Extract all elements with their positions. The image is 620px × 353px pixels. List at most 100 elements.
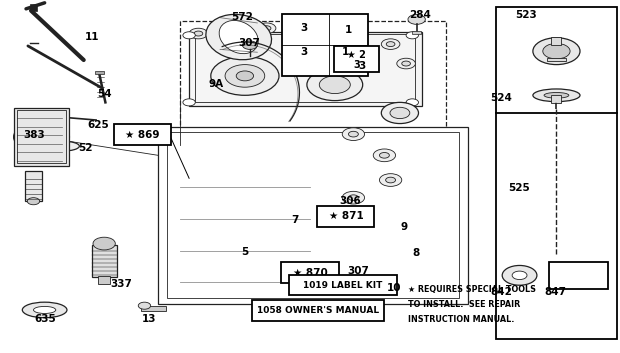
Ellipse shape bbox=[55, 144, 69, 148]
Circle shape bbox=[24, 127, 59, 147]
Text: 11: 11 bbox=[84, 32, 99, 42]
Bar bbox=[17, 110, 66, 163]
Text: 10: 10 bbox=[387, 283, 402, 293]
Circle shape bbox=[408, 14, 425, 24]
Circle shape bbox=[326, 30, 344, 41]
Circle shape bbox=[342, 128, 365, 140]
Text: 625: 625 bbox=[87, 120, 109, 130]
Circle shape bbox=[189, 28, 208, 39]
Text: 847: 847 bbox=[544, 287, 567, 297]
Bar bbox=[189, 32, 422, 106]
Bar bbox=[25, 171, 42, 201]
Circle shape bbox=[373, 149, 396, 162]
Bar bbox=[195, 34, 415, 102]
Circle shape bbox=[242, 41, 257, 49]
Circle shape bbox=[386, 177, 396, 183]
Text: ★ 871: ★ 871 bbox=[329, 211, 363, 221]
Bar bbox=[180, 21, 446, 145]
Text: 3: 3 bbox=[300, 47, 308, 57]
Circle shape bbox=[342, 191, 365, 204]
Bar bbox=[92, 245, 117, 277]
Text: 307: 307 bbox=[238, 38, 260, 48]
Circle shape bbox=[502, 265, 537, 285]
Ellipse shape bbox=[33, 306, 56, 313]
Text: 383: 383 bbox=[23, 130, 45, 140]
Bar bbox=[552, 37, 562, 45]
Circle shape bbox=[381, 102, 419, 124]
Ellipse shape bbox=[533, 89, 580, 102]
Text: 1: 1 bbox=[344, 25, 352, 35]
Circle shape bbox=[406, 32, 419, 39]
Text: 13: 13 bbox=[141, 315, 156, 324]
Text: 306: 306 bbox=[339, 196, 361, 206]
Circle shape bbox=[543, 43, 570, 59]
Text: 572: 572 bbox=[231, 12, 253, 22]
Text: 9: 9 bbox=[400, 222, 407, 232]
Bar bbox=[158, 127, 468, 304]
Circle shape bbox=[225, 65, 265, 87]
Circle shape bbox=[402, 61, 410, 66]
Circle shape bbox=[390, 107, 410, 119]
Text: 307: 307 bbox=[347, 266, 370, 276]
Text: 52: 52 bbox=[78, 143, 93, 153]
Text: 3: 3 bbox=[353, 60, 360, 70]
Text: ★ REQUIRES SPECIAL TOOLS: ★ REQUIRES SPECIAL TOOLS bbox=[408, 285, 536, 294]
Circle shape bbox=[533, 38, 580, 65]
Circle shape bbox=[319, 76, 350, 94]
Ellipse shape bbox=[219, 20, 259, 54]
Text: 1: 1 bbox=[342, 47, 349, 57]
Bar bbox=[98, 276, 110, 284]
Bar bbox=[252, 300, 384, 321]
Circle shape bbox=[512, 271, 527, 280]
Bar bbox=[552, 95, 562, 103]
Ellipse shape bbox=[45, 141, 79, 151]
Text: 7: 7 bbox=[291, 215, 299, 225]
Circle shape bbox=[183, 32, 195, 39]
Circle shape bbox=[330, 33, 339, 38]
Circle shape bbox=[348, 195, 358, 201]
Bar bbox=[30, 4, 37, 11]
Bar bbox=[334, 46, 379, 72]
Text: INSTRUCTION MANUAL.: INSTRUCTION MANUAL. bbox=[408, 315, 515, 324]
Bar bbox=[14, 108, 69, 166]
Bar bbox=[549, 262, 608, 289]
Bar bbox=[114, 124, 171, 145]
Bar bbox=[547, 58, 567, 61]
Circle shape bbox=[14, 121, 69, 153]
Circle shape bbox=[406, 99, 419, 106]
Text: ★ 2: ★ 2 bbox=[347, 50, 366, 60]
Circle shape bbox=[93, 237, 115, 250]
Text: 284: 284 bbox=[409, 10, 431, 20]
Circle shape bbox=[183, 99, 195, 106]
Circle shape bbox=[386, 42, 395, 47]
Text: 525: 525 bbox=[508, 183, 531, 193]
Circle shape bbox=[381, 39, 400, 49]
Circle shape bbox=[211, 56, 279, 95]
Circle shape bbox=[307, 69, 363, 101]
Bar bbox=[95, 71, 104, 74]
Text: 3: 3 bbox=[300, 23, 307, 33]
Circle shape bbox=[257, 23, 276, 34]
Circle shape bbox=[236, 71, 254, 81]
Text: 842: 842 bbox=[490, 287, 512, 297]
Text: 5: 5 bbox=[241, 247, 249, 257]
Text: 9A: 9A bbox=[208, 79, 223, 89]
Bar bbox=[412, 31, 421, 34]
Text: 8: 8 bbox=[412, 248, 420, 258]
Bar bbox=[496, 7, 617, 339]
Text: TO INSTALL.  SEE REPAIR: TO INSTALL. SEE REPAIR bbox=[408, 300, 520, 309]
Circle shape bbox=[27, 198, 40, 205]
Text: 3: 3 bbox=[358, 61, 366, 71]
Text: 523: 523 bbox=[515, 10, 537, 20]
Ellipse shape bbox=[544, 92, 569, 98]
Text: ★ 870: ★ 870 bbox=[293, 268, 327, 277]
Text: 1058 OWNER'S MANUAL: 1058 OWNER'S MANUAL bbox=[257, 306, 379, 315]
Bar bbox=[282, 14, 368, 76]
Bar bbox=[167, 132, 459, 298]
Ellipse shape bbox=[22, 302, 67, 318]
Text: eReplacementParts.com: eReplacementParts.com bbox=[216, 169, 404, 184]
Text: 54: 54 bbox=[97, 89, 112, 98]
Text: 1019 LABEL KIT: 1019 LABEL KIT bbox=[303, 281, 383, 290]
Bar bbox=[281, 262, 339, 283]
Circle shape bbox=[379, 152, 389, 158]
